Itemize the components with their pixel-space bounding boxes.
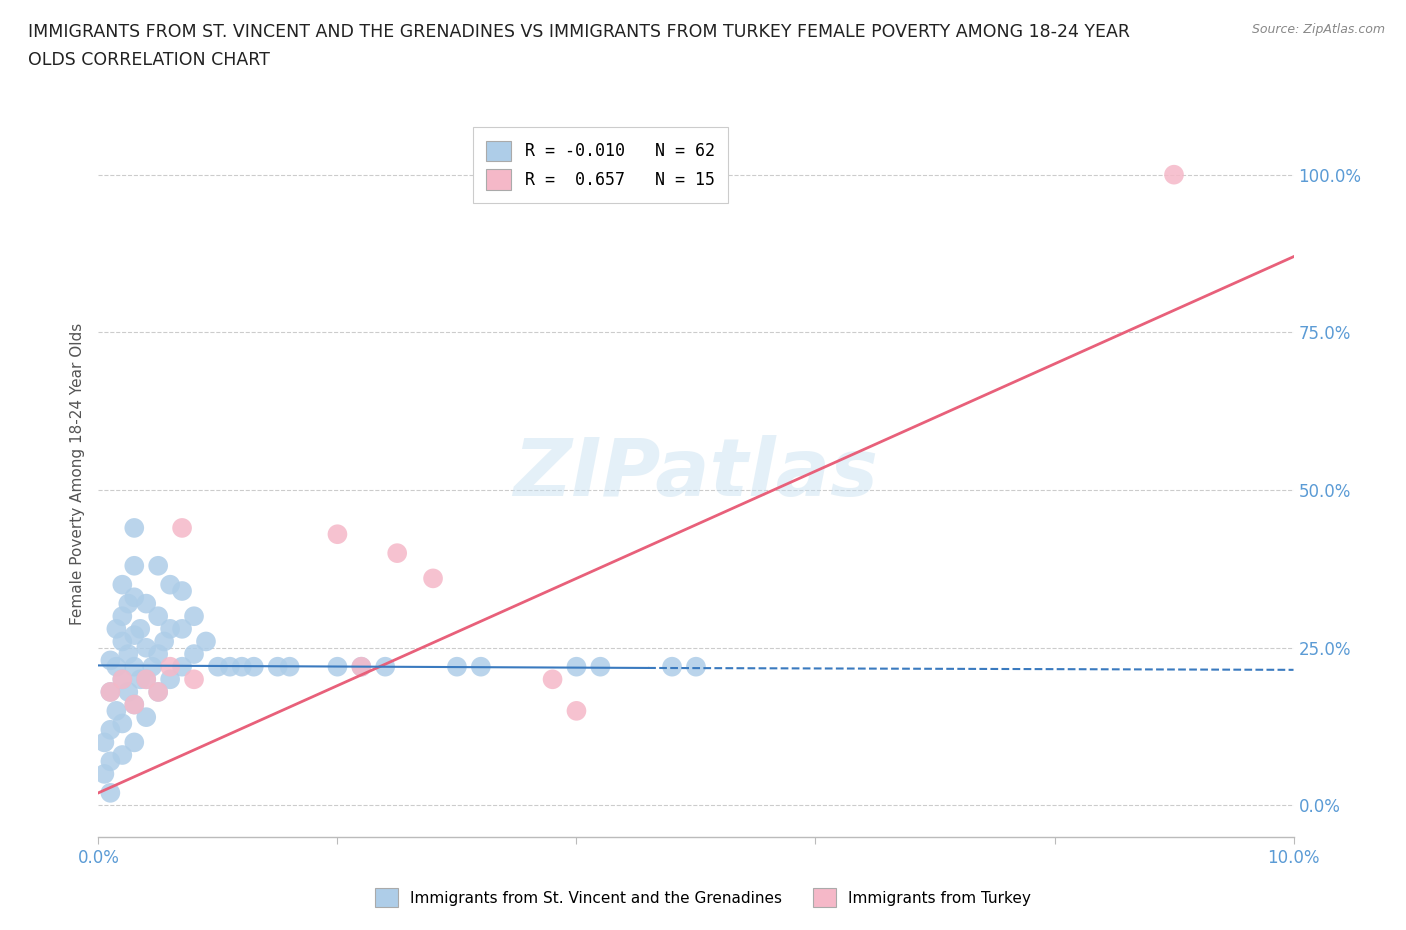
Point — [124, 659, 146, 674]
Point — [446, 659, 468, 674]
Legend: R = -0.010   N = 62, R =  0.657   N = 15: R = -0.010 N = 62, R = 0.657 N = 15 — [472, 127, 728, 203]
Point — [148, 558, 170, 573]
Point — [172, 659, 194, 674]
Point — [661, 659, 683, 674]
Point — [98, 684, 122, 699]
Point — [148, 646, 170, 661]
Point — [159, 671, 181, 686]
Point — [231, 659, 253, 674]
Point — [326, 659, 349, 674]
Point — [541, 671, 564, 686]
Point — [105, 659, 128, 674]
Point — [129, 621, 152, 636]
Point — [117, 646, 139, 661]
Point — [153, 634, 176, 649]
Point — [135, 671, 157, 686]
Point — [98, 723, 122, 737]
Point — [124, 735, 146, 750]
Text: ZIPatlas: ZIPatlas — [513, 435, 879, 513]
Text: OLDS CORRELATION CHART: OLDS CORRELATION CHART — [28, 51, 270, 69]
Text: Source: ZipAtlas.com: Source: ZipAtlas.com — [1251, 23, 1385, 36]
Point — [195, 634, 218, 649]
Point — [183, 646, 205, 661]
Point — [111, 609, 134, 624]
Point — [326, 526, 349, 541]
Point — [385, 546, 409, 561]
Point — [98, 684, 122, 699]
Point — [374, 659, 396, 674]
Point — [267, 659, 290, 674]
Point — [172, 621, 194, 636]
Point — [124, 590, 146, 604]
Point — [111, 748, 134, 763]
Point — [219, 659, 242, 674]
Point — [159, 659, 181, 674]
Point — [278, 659, 301, 674]
Point — [111, 716, 134, 731]
Y-axis label: Female Poverty Among 18-24 Year Olds: Female Poverty Among 18-24 Year Olds — [69, 324, 84, 626]
Point — [111, 671, 134, 686]
Point — [243, 659, 266, 674]
Point — [159, 578, 181, 592]
Point — [350, 659, 373, 674]
Point — [565, 703, 588, 718]
Point — [148, 684, 170, 699]
Point — [172, 521, 194, 536]
Point — [589, 659, 612, 674]
Point — [141, 659, 163, 674]
Point — [111, 671, 134, 686]
Point — [117, 684, 139, 699]
Point — [105, 703, 128, 718]
Point — [135, 596, 157, 611]
Point — [111, 578, 134, 592]
Point — [105, 621, 128, 636]
Point — [350, 659, 373, 674]
Point — [124, 628, 146, 643]
Point — [93, 766, 115, 781]
Point — [124, 521, 146, 536]
Text: IMMIGRANTS FROM ST. VINCENT AND THE GRENADINES VS IMMIGRANTS FROM TURKEY FEMALE : IMMIGRANTS FROM ST. VINCENT AND THE GREN… — [28, 23, 1130, 41]
Point — [98, 786, 122, 801]
Point — [183, 609, 205, 624]
Point — [172, 583, 194, 598]
Point — [148, 684, 170, 699]
Point — [207, 659, 229, 674]
Point — [124, 558, 146, 573]
Point — [135, 710, 157, 724]
Point — [98, 653, 122, 668]
Point — [183, 671, 205, 686]
Point — [422, 571, 444, 586]
Point — [470, 659, 492, 674]
Point — [159, 621, 181, 636]
Point — [111, 634, 134, 649]
Point — [135, 641, 157, 656]
Point — [129, 671, 152, 686]
Point — [93, 735, 115, 750]
Point — [117, 596, 139, 611]
Legend: Immigrants from St. Vincent and the Grenadines, Immigrants from Turkey: Immigrants from St. Vincent and the Gren… — [368, 883, 1038, 913]
Point — [135, 671, 157, 686]
Point — [1163, 167, 1185, 182]
Point — [124, 698, 146, 712]
Point — [685, 659, 707, 674]
Point — [98, 754, 122, 769]
Point — [148, 609, 170, 624]
Point — [124, 698, 146, 712]
Point — [565, 659, 588, 674]
